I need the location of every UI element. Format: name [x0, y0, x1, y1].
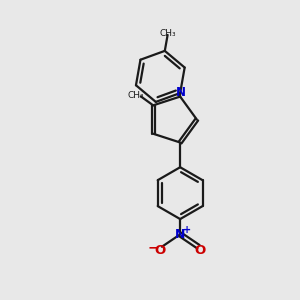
Text: −: −	[148, 240, 160, 254]
Text: O: O	[194, 244, 206, 257]
Text: CH₃: CH₃	[160, 29, 176, 38]
Text: N: N	[176, 86, 186, 99]
Text: CH₃: CH₃	[127, 91, 144, 100]
Text: O: O	[155, 244, 166, 257]
Text: +: +	[183, 225, 191, 235]
Text: N: N	[175, 228, 185, 241]
